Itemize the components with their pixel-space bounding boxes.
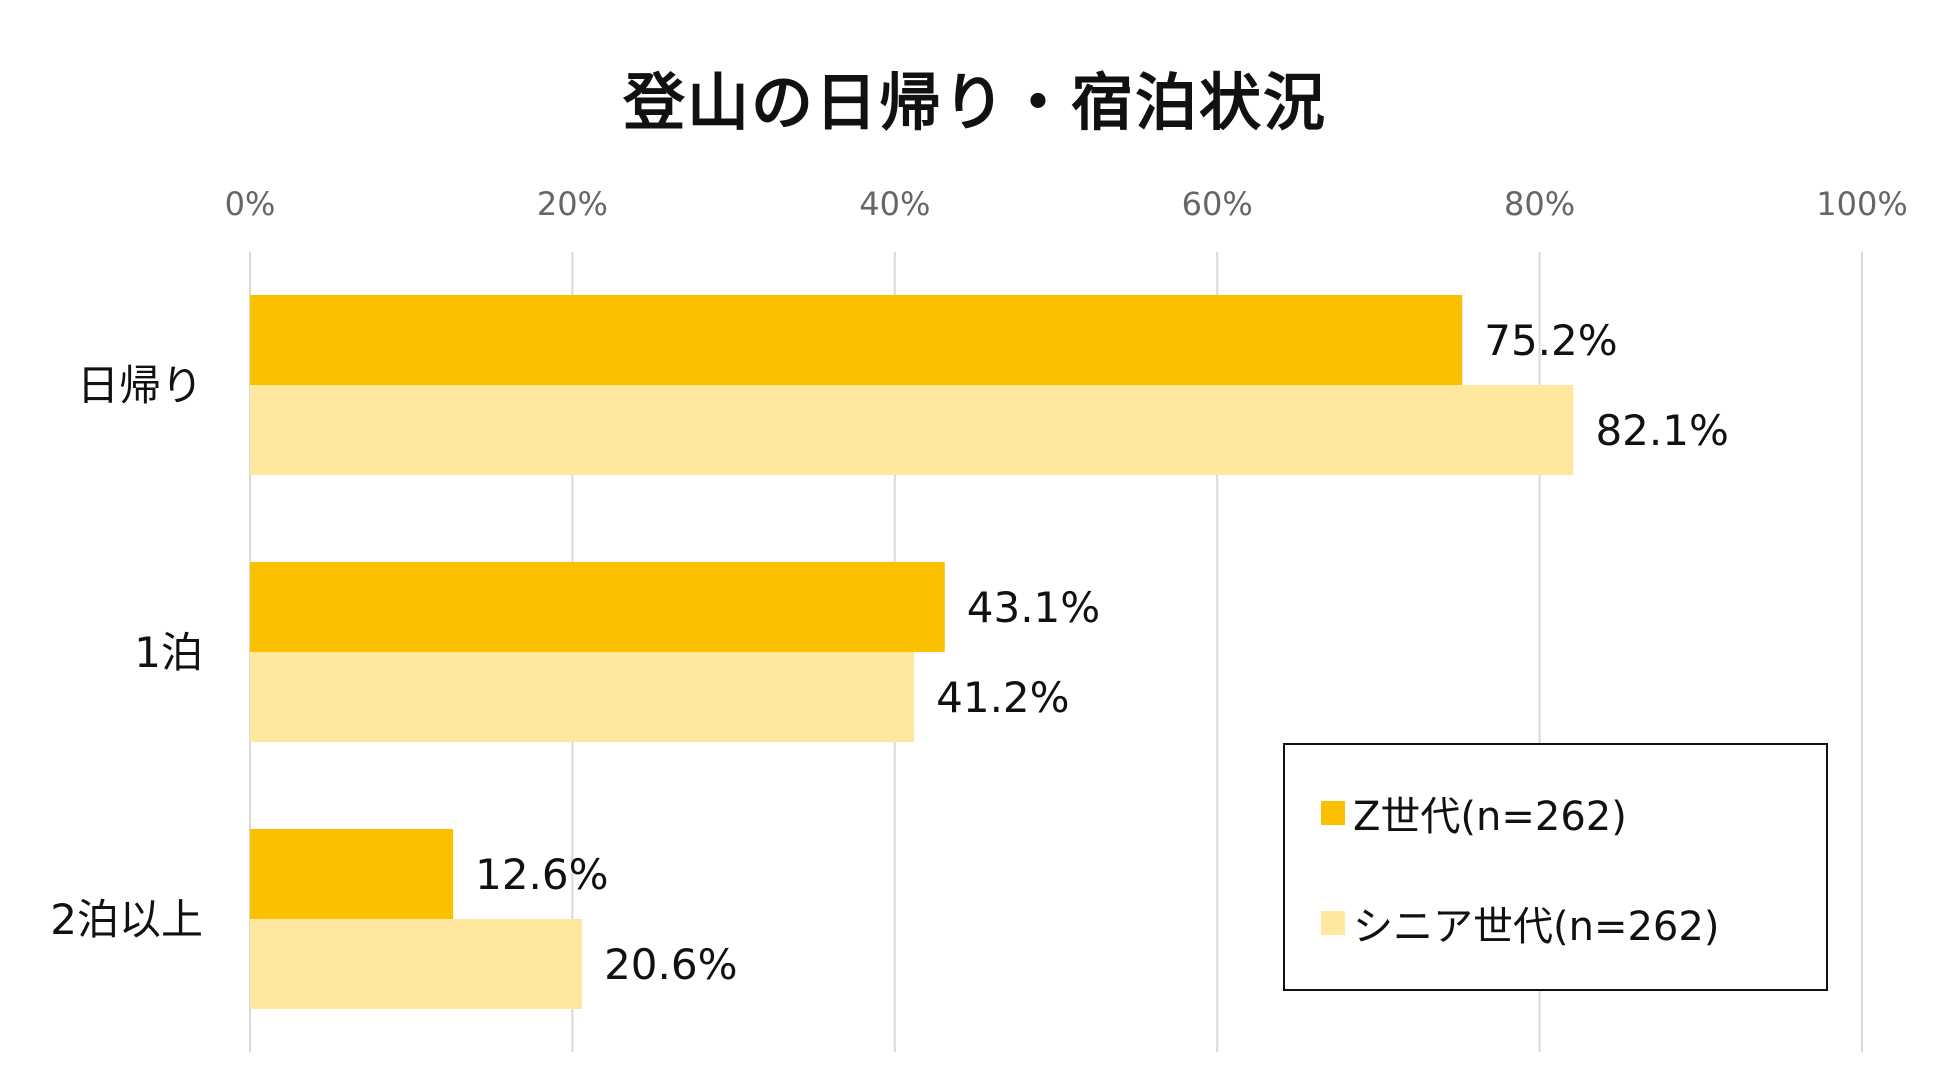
legend-item-senior-generation: シニア世代(n=262)	[1321, 893, 1719, 953]
category-label: 1泊	[134, 628, 203, 677]
legend: Z世代(n=262) シニア世代(n=262)	[1283, 743, 1828, 991]
bar	[250, 295, 1463, 385]
bar	[250, 652, 915, 742]
bar	[250, 562, 945, 652]
chart-title: 登山の日帰り・宿泊状況	[622, 66, 1327, 139]
data-label: 20.6%	[604, 940, 737, 989]
x-tick-label: 60%	[1182, 185, 1253, 223]
bar	[250, 829, 454, 919]
data-label: 82.1%	[1595, 406, 1728, 455]
category-label: 日帰り	[77, 361, 203, 410]
legend-label-senior-generation: シニア世代(n=262)	[1353, 904, 1720, 950]
legend-label-z-generation: Z世代(n=262)	[1353, 794, 1627, 840]
data-label: 75.2%	[1484, 316, 1617, 365]
x-tick-label: 80%	[1504, 185, 1575, 223]
legend-swatch-z-generation	[1321, 801, 1345, 825]
legend-swatch-senior-generation	[1321, 911, 1345, 935]
x-tick-label: 40%	[859, 185, 930, 223]
x-tick-label: 0%	[225, 185, 276, 223]
data-label: 43.1%	[967, 583, 1100, 632]
x-tick-label: 100%	[1816, 185, 1907, 223]
x-tick-label: 20%	[537, 185, 608, 223]
bar	[250, 919, 583, 1009]
data-label: 12.6%	[475, 850, 608, 899]
bar	[250, 385, 1574, 475]
category-label: 2泊以上	[50, 895, 203, 944]
legend-item-z-generation: Z世代(n=262)	[1321, 783, 1627, 843]
data-label: 41.2%	[936, 673, 1069, 722]
